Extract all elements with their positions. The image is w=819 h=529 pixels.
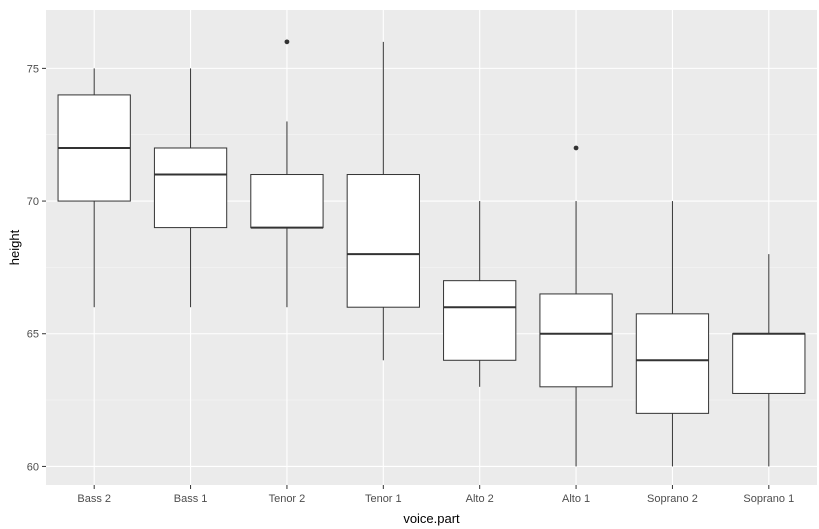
x-tick-label: Bass 2 (77, 493, 111, 505)
box-group (346, 41, 420, 361)
box-iqr (250, 174, 324, 229)
box-group (732, 254, 806, 467)
box-group (250, 39, 324, 308)
x-axis: Bass 2 Bass 1 Tenor 2 Tenor 1 Alto 2 Alto 1 So… (77, 485, 794, 505)
box-iqr (443, 280, 517, 361)
box-group (635, 201, 710, 467)
box-group (57, 68, 131, 308)
y-tick-label: 75 (27, 63, 39, 75)
x-tick-label: Soprano 2 (647, 493, 698, 505)
y-tick-label: 60 (27, 461, 39, 473)
x-tick-label: Tenor 2 (269, 493, 306, 505)
box-group (539, 145, 613, 467)
box-series (57, 39, 806, 467)
x-tick-label: Tenor 1 (365, 493, 402, 505)
x-tick-label: Soprano 1 (743, 493, 794, 505)
y-tick-label: 65 (27, 329, 39, 341)
y-axis: 60 65 70 75 (27, 63, 46, 473)
x-tick-label: Bass 1 (174, 493, 208, 505)
box-group (443, 201, 517, 387)
x-tick-label: Alto 2 (466, 493, 494, 505)
box-iqr (732, 333, 806, 394)
box-group (153, 68, 228, 308)
y-axis-title: height (7, 229, 22, 265)
box-iqr (153, 147, 228, 229)
box-iqr (635, 313, 710, 414)
outlier-point (573, 145, 579, 151)
x-axis-title: voice.part (403, 511, 460, 526)
box-iqr (346, 174, 420, 308)
outlier-point (284, 39, 290, 45)
x-tick-label: Alto 1 (562, 493, 590, 505)
box-iqr (539, 293, 613, 388)
y-tick-label: 70 (27, 196, 39, 208)
